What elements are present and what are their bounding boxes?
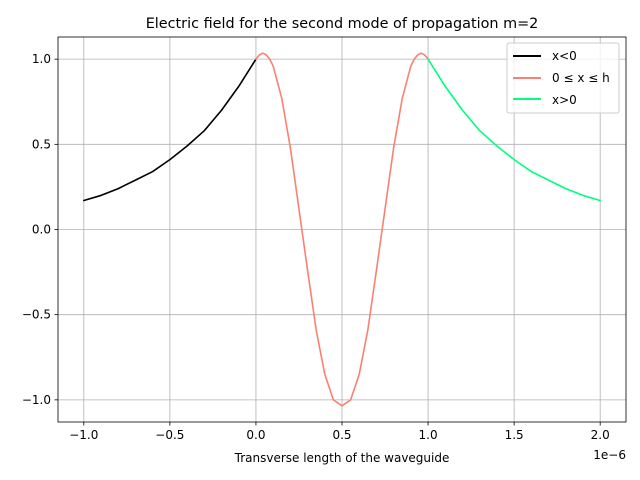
- x-tick-label: 2.0: [591, 428, 610, 442]
- legend-label-x-pos: x>0: [552, 93, 577, 107]
- x-tick-label: 1.0: [419, 428, 438, 442]
- y-tick-label: 0.0: [32, 223, 51, 237]
- legend-box: [506, 42, 620, 114]
- series-layer: [83, 52, 601, 407]
- x-tick-label: 0.5: [332, 428, 351, 442]
- axis-ticks: −1.0 −0.5 0.0 0.5 1.0 1.5 2.0 −1.0 −0.5 0.0 0.5 1.0: [22, 52, 610, 442]
- series-line-x-negative: [83, 58, 257, 202]
- legend-label-x-neg: x<0: [552, 49, 577, 63]
- series-line-inside: [255, 52, 429, 407]
- x-tick-label: −1.0: [69, 428, 98, 442]
- series-line-x-positive: [427, 58, 601, 202]
- x-axis-label: Transverse length of the waveguide: [234, 451, 450, 465]
- x-tick-label: 1.5: [505, 428, 524, 442]
- x-tick-label: −0.5: [155, 428, 184, 442]
- y-tick-label: −0.5: [22, 308, 51, 322]
- x-tick-label: 0.0: [246, 428, 265, 442]
- legend-label-inside: 0 ≤ x ≤ h: [552, 71, 610, 85]
- y-tick-label: 0.5: [32, 137, 51, 151]
- y-tick-label: −1.0: [22, 393, 51, 407]
- y-tick-label: 1.0: [32, 52, 51, 66]
- legend: x<0 0 ≤ x ≤ h x>0: [506, 42, 620, 114]
- x-offset-label: 1e−6: [593, 448, 626, 462]
- chart-title: Electric field for the second mode of pr…: [146, 16, 539, 32]
